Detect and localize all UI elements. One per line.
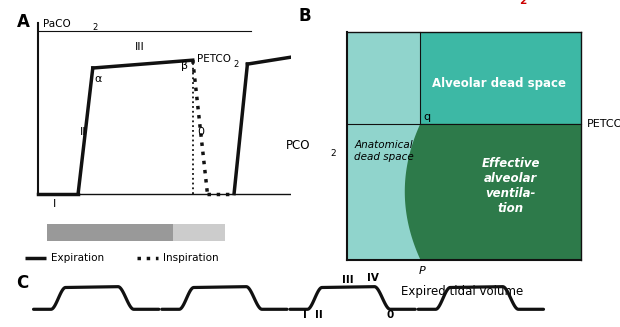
Text: I: I	[53, 199, 56, 209]
Text: 0: 0	[387, 310, 394, 320]
Text: 0: 0	[197, 127, 204, 137]
Text: B: B	[299, 7, 312, 25]
Text: III: III	[135, 43, 144, 52]
Text: III: III	[342, 275, 354, 285]
Text: II: II	[315, 310, 323, 320]
Text: PCO: PCO	[286, 139, 310, 152]
Text: Anatomical
dead space: Anatomical dead space	[354, 140, 414, 162]
Text: C: C	[16, 274, 29, 292]
Text: II: II	[79, 127, 86, 137]
FancyBboxPatch shape	[46, 224, 173, 241]
Text: 2: 2	[234, 60, 239, 69]
Text: I: I	[303, 310, 307, 320]
Text: α: α	[94, 74, 102, 84]
Text: 2: 2	[330, 149, 335, 158]
Text: P: P	[419, 267, 426, 276]
Polygon shape	[420, 31, 581, 124]
Text: PaCO: PaCO	[43, 19, 71, 29]
Text: Expired tidal volume: Expired tidal volume	[402, 285, 524, 298]
Text: 2: 2	[519, 0, 526, 6]
Text: Effective
alveolar
ventila-
tion: Effective alveolar ventila- tion	[481, 157, 540, 215]
Text: PETCO: PETCO	[197, 54, 231, 64]
Text: q: q	[423, 112, 430, 122]
Text: Expiration: Expiration	[51, 252, 105, 263]
Text: β: β	[181, 61, 188, 71]
Text: Inspiration: Inspiration	[164, 252, 219, 263]
Text: 2: 2	[93, 23, 98, 32]
Polygon shape	[405, 124, 581, 260]
Polygon shape	[347, 31, 420, 260]
Text: PETCO: PETCO	[587, 119, 620, 129]
FancyBboxPatch shape	[173, 224, 225, 241]
Text: A: A	[17, 13, 30, 31]
Text: IV: IV	[367, 273, 379, 284]
Text: Alveolar dead space: Alveolar dead space	[432, 77, 566, 90]
